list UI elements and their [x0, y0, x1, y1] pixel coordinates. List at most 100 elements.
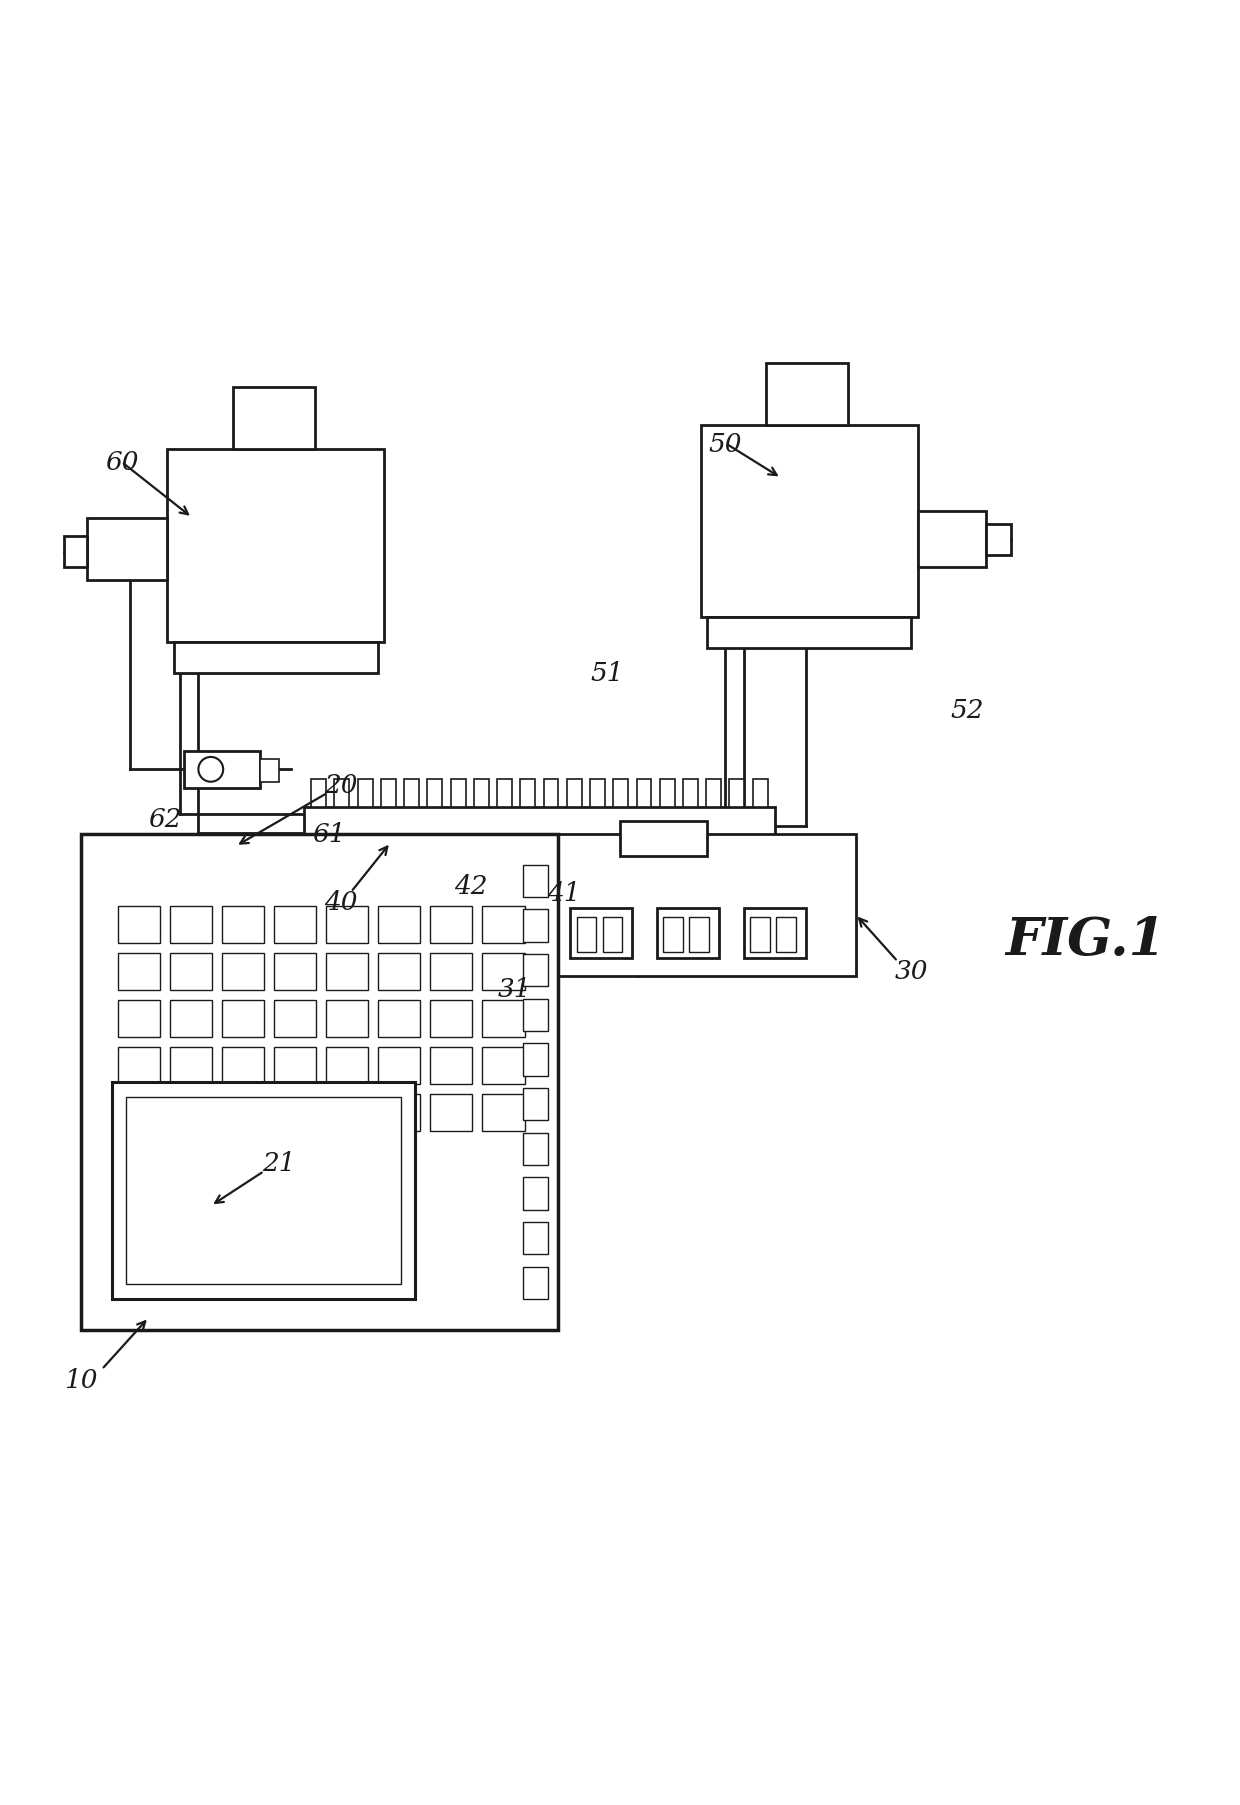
- Bar: [326, 906, 368, 944]
- Bar: [378, 906, 420, 944]
- Text: 10: 10: [63, 1366, 98, 1392]
- Bar: [603, 917, 622, 951]
- Bar: [378, 953, 420, 991]
- Bar: [357, 780, 372, 807]
- Bar: [683, 780, 698, 807]
- Bar: [170, 1000, 212, 1038]
- Bar: [118, 953, 160, 991]
- Bar: [750, 917, 770, 951]
- Text: 40: 40: [324, 890, 358, 915]
- Bar: [170, 1094, 212, 1132]
- Bar: [81, 834, 558, 1330]
- Text: 21: 21: [262, 1150, 296, 1175]
- Bar: [192, 1114, 378, 1143]
- Bar: [729, 780, 744, 807]
- Bar: [577, 917, 596, 951]
- Bar: [657, 908, 719, 958]
- Bar: [112, 1083, 415, 1300]
- Text: 30: 30: [894, 958, 929, 984]
- Text: 42: 42: [454, 874, 489, 899]
- Text: FIG.1: FIG.1: [1004, 913, 1166, 966]
- Bar: [497, 780, 512, 807]
- Bar: [523, 1134, 548, 1166]
- Bar: [304, 807, 775, 847]
- Bar: [744, 908, 806, 958]
- Bar: [118, 906, 160, 944]
- Bar: [170, 906, 212, 944]
- Bar: [381, 780, 396, 807]
- Text: 41: 41: [547, 881, 582, 904]
- Bar: [222, 1000, 264, 1038]
- Bar: [274, 953, 316, 991]
- Bar: [311, 780, 326, 807]
- Text: 52: 52: [950, 699, 985, 722]
- Bar: [274, 1000, 316, 1038]
- Bar: [707, 780, 722, 807]
- Bar: [222, 906, 264, 944]
- Bar: [274, 906, 316, 944]
- Bar: [174, 643, 378, 673]
- Bar: [663, 917, 683, 951]
- Bar: [660, 780, 675, 807]
- Bar: [482, 1000, 525, 1038]
- Bar: [474, 780, 489, 807]
- Bar: [567, 780, 582, 807]
- Bar: [523, 865, 548, 897]
- Bar: [707, 617, 911, 648]
- Bar: [986, 525, 1011, 556]
- Bar: [260, 760, 279, 782]
- Bar: [430, 1047, 472, 1085]
- Bar: [482, 1047, 525, 1085]
- Bar: [620, 821, 707, 857]
- Bar: [523, 1088, 548, 1121]
- Bar: [430, 1094, 472, 1132]
- Text: 20: 20: [324, 773, 358, 798]
- Bar: [170, 953, 212, 991]
- Bar: [222, 953, 264, 991]
- Bar: [335, 780, 350, 807]
- Text: 60: 60: [104, 449, 139, 475]
- Bar: [590, 780, 605, 807]
- Bar: [689, 917, 709, 951]
- Bar: [523, 910, 548, 942]
- Bar: [523, 1177, 548, 1209]
- Bar: [64, 536, 87, 569]
- Bar: [430, 1000, 472, 1038]
- Bar: [523, 1267, 548, 1300]
- Bar: [274, 1094, 316, 1132]
- Bar: [404, 780, 419, 807]
- Bar: [450, 780, 465, 807]
- Bar: [378, 1000, 420, 1038]
- Bar: [482, 1094, 525, 1132]
- Bar: [523, 1222, 548, 1254]
- Bar: [523, 1043, 548, 1076]
- Bar: [274, 1047, 316, 1085]
- Text: 31: 31: [497, 977, 532, 1002]
- Text: 50: 50: [708, 431, 743, 457]
- Bar: [222, 1047, 264, 1085]
- Bar: [170, 1047, 212, 1085]
- Bar: [118, 1094, 160, 1132]
- Bar: [521, 780, 536, 807]
- Bar: [118, 1000, 160, 1038]
- Bar: [482, 906, 525, 944]
- Bar: [523, 1000, 548, 1031]
- Bar: [378, 1094, 420, 1132]
- Bar: [636, 780, 651, 807]
- Bar: [87, 518, 167, 579]
- Bar: [430, 906, 472, 944]
- Bar: [222, 1094, 264, 1132]
- Bar: [430, 953, 472, 991]
- Bar: [614, 780, 629, 807]
- Text: 61: 61: [311, 821, 346, 847]
- Bar: [543, 780, 558, 807]
- Bar: [184, 751, 260, 789]
- Bar: [701, 426, 918, 617]
- Text: 51: 51: [590, 661, 625, 686]
- Bar: [776, 917, 796, 951]
- Bar: [118, 1047, 160, 1085]
- Bar: [326, 1000, 368, 1038]
- Bar: [326, 1047, 368, 1085]
- Bar: [918, 513, 986, 569]
- Bar: [753, 780, 768, 807]
